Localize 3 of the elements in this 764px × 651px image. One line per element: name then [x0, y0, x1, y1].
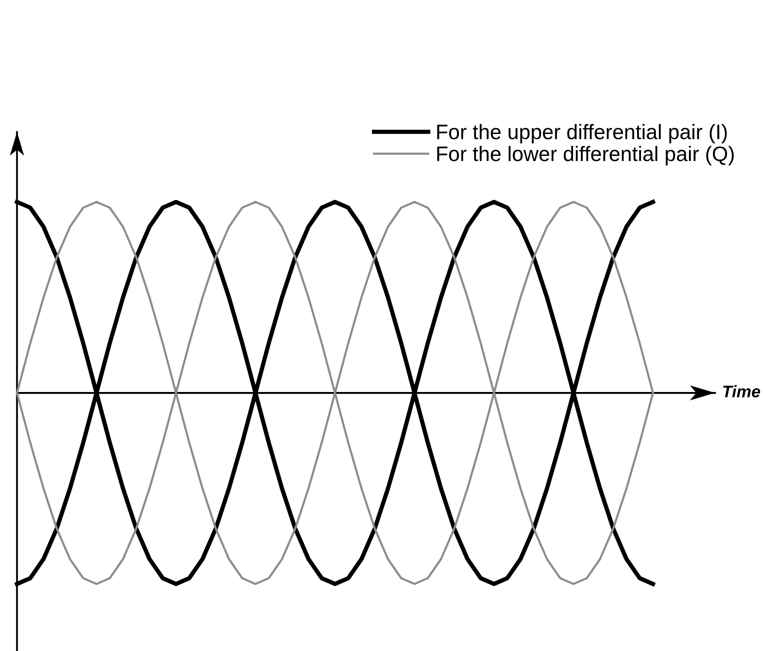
legend-label: For the lower differential pair (Q) — [437, 146, 734, 166]
legend-label: For the upper differential pair (I) — [437, 124, 727, 144]
x-axis-title: Time — [723, 385, 760, 398]
